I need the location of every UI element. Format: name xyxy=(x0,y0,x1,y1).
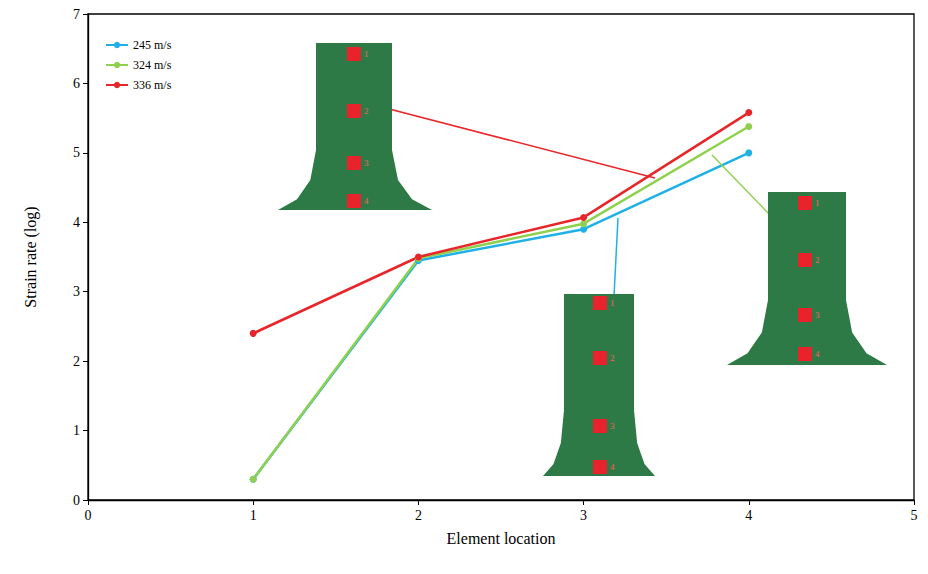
svg-text:5: 5 xyxy=(73,145,80,160)
svg-text:3: 3 xyxy=(815,310,820,320)
svg-text:1: 1 xyxy=(250,508,257,523)
svg-text:1: 1 xyxy=(73,423,80,438)
svg-text:4: 4 xyxy=(610,462,615,472)
svg-text:2: 2 xyxy=(415,508,422,523)
svg-text:Strain rate (log): Strain rate (log) xyxy=(22,206,40,307)
svg-text:1: 1 xyxy=(815,198,820,208)
svg-text:0: 0 xyxy=(85,508,92,523)
svg-text:2: 2 xyxy=(610,353,615,363)
svg-text:2: 2 xyxy=(815,255,820,265)
svg-text:3: 3 xyxy=(364,158,369,168)
svg-text:1: 1 xyxy=(610,298,615,308)
svg-text:324 m/s: 324 m/s xyxy=(133,58,172,72)
svg-text:4: 4 xyxy=(73,215,80,230)
svg-text:Element location: Element location xyxy=(447,530,556,547)
svg-text:3: 3 xyxy=(610,421,615,431)
svg-text:2: 2 xyxy=(73,354,80,369)
svg-text:4: 4 xyxy=(815,349,820,359)
svg-text:2: 2 xyxy=(364,106,369,116)
svg-text:4: 4 xyxy=(364,196,369,206)
svg-text:6: 6 xyxy=(73,76,80,91)
svg-text:4: 4 xyxy=(745,508,752,523)
svg-text:3: 3 xyxy=(73,284,80,299)
svg-text:5: 5 xyxy=(911,508,918,523)
svg-text:3: 3 xyxy=(580,508,587,523)
svg-text:1: 1 xyxy=(364,49,369,59)
svg-text:0: 0 xyxy=(73,493,80,508)
svg-text:7: 7 xyxy=(73,7,80,22)
svg-text:336 m/s: 336 m/s xyxy=(133,78,172,92)
svg-text:245 m/s: 245 m/s xyxy=(133,38,172,52)
